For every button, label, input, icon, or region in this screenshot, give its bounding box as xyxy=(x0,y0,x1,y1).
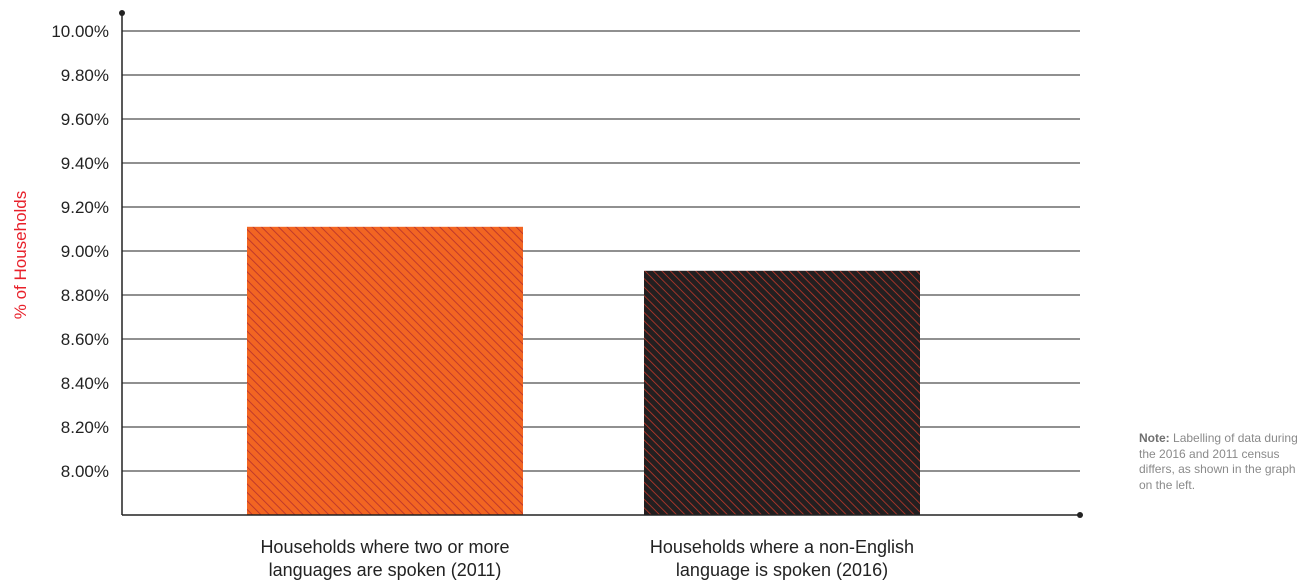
bar-1 xyxy=(247,226,523,516)
y-tick-label: 10.00% xyxy=(51,22,109,41)
x-axis-end-dot xyxy=(1077,512,1083,518)
x-category-label: languages are spoken (2011) xyxy=(269,560,502,580)
x-category-label: Households where a non-English xyxy=(650,537,914,557)
x-category-label: language is spoken (2016) xyxy=(676,560,888,580)
y-tick-label: 8.40% xyxy=(61,374,109,393)
y-tick-labels: 8.00% 8.20% 8.40% 8.60% 8.80% 9.00% 9.20% 9.40%… xyxy=(51,22,109,481)
y-axis-title: % of Households xyxy=(11,191,30,320)
y-tick-label: 9.40% xyxy=(61,154,109,173)
y-tick-label: 9.80% xyxy=(61,66,109,85)
bar-2 xyxy=(644,270,920,515)
y-tick-label: 9.00% xyxy=(61,242,109,261)
y-tick-label: 9.20% xyxy=(61,198,109,217)
axes xyxy=(119,10,1083,518)
y-tick-label: 9.60% xyxy=(61,110,109,129)
y-tick-label: 8.00% xyxy=(61,462,109,481)
y-tick-label: 8.80% xyxy=(61,286,109,305)
y-axis-end-dot xyxy=(119,10,125,16)
y-tick-label: 8.20% xyxy=(61,418,109,437)
note-text: Labelling of data during the 2016 and 20… xyxy=(1139,431,1298,492)
note-label: Note: xyxy=(1139,431,1170,445)
x-category-labels: Households where two or more languages ar… xyxy=(260,537,914,580)
x-category-label: Households where two or more xyxy=(260,537,509,557)
y-tick-label: 8.60% xyxy=(61,330,109,349)
note: Note: Labelling of data during the 2016 … xyxy=(1139,431,1309,493)
bars xyxy=(247,226,920,516)
